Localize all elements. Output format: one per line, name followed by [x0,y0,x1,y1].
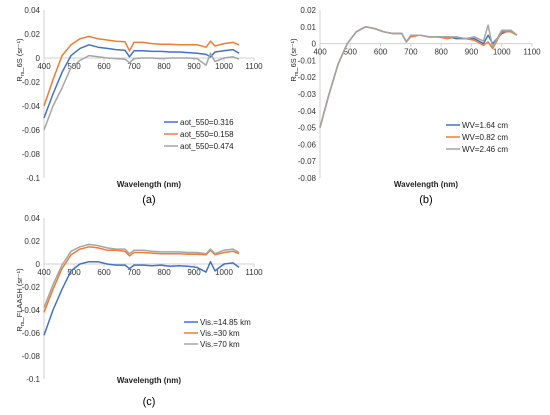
y-tick-label: -0.1 [26,174,40,183]
y-tick-label: 0.02 [24,30,40,39]
x-tick-label: 500 [67,62,81,71]
panel-caption: (a) [142,194,155,206]
x-tick-label: 800 [157,62,171,71]
legend-label: Vis.=70 km [200,340,240,349]
y-axis-label: Rrs_6S (sr⁻¹) [289,38,300,82]
x-tick-label: 800 [157,268,171,277]
y-tick-label: -0.06 [298,140,317,149]
legend-label: Vis.=14.85 km [200,318,251,327]
legend-label: aot_550=0.316 [180,118,234,127]
legend-label: WV=0.82 cm [462,133,508,142]
x-tick-label: 500 [344,48,358,57]
y-label-rest: _FLAASH (sr⁻¹) [15,268,24,323]
y-label-main: R [15,326,24,332]
panel-caption: (b) [419,194,432,206]
y-tick-label: -0.05 [298,124,317,133]
x-tick-label: 600 [374,48,388,57]
x-tick-label: 600 [97,268,111,277]
x-tick-label: 500 [67,268,81,277]
y-label-main: R [15,76,24,82]
y-tick-label: 0 [36,260,41,269]
y-tick-label: 0.02 [24,237,40,246]
x-tick-label: 700 [127,268,141,277]
legend-label: aot_550=0.474 [180,142,234,151]
y-tick-label: -0.06 [22,329,41,338]
x-axis-label: Wavelength (nm) [117,180,181,189]
y-tick-label: -0.08 [298,174,317,183]
series-line-2 [43,246,240,313]
y-label-rest: _6S (sr⁻¹) [289,38,298,73]
y-axis-label: Rrs_6S (sr⁻¹) [15,38,26,82]
y-tick-label: -0.06 [22,126,41,135]
y-tick-label: -0.04 [298,107,317,116]
panel-caption: (c) [143,396,156,408]
series-line-3 [43,243,240,308]
x-tick-label: 400 [313,48,327,57]
series-line-1 [43,44,240,119]
y-axis-label: Rrs_FLAASH (sr⁻¹) [15,268,26,332]
x-tick-label: 800 [434,48,448,57]
legend-label: aot_550=0.158 [180,130,234,139]
y-label-sub: rs [20,71,26,76]
x-tick-label: 400 [37,268,51,277]
x-axis-label: Wavelength (nm) [394,180,458,189]
y-tick-label: 0 [312,40,317,49]
series-line-1 [43,260,240,336]
y-tick-label: -0.04 [22,102,41,111]
panel-c: 0.04 0.02 0 -0.02 -0.04 -0.06 -0.08 -0.1 400 500 6… [15,214,263,408]
y-tick-label: -0.08 [22,150,41,159]
x-tick-label: 900 [465,48,479,57]
x-tick-label: 900 [187,62,201,71]
x-tick-label: 1100 [523,48,541,57]
y-label-main: R [289,76,298,82]
series-line-2 [43,35,240,107]
panel-b: 0.02 0.01 0 -0.01 -0.02 -0.03 -0.04 -0.05 -0.06 -… [289,6,541,206]
x-tick-label: 1000 [493,48,511,57]
y-tick-label: -0.07 [298,157,317,166]
y-tick-label: -0.01 [298,56,317,65]
y-tick-label: -0.02 [298,73,317,82]
y-tick-label: -0.04 [22,306,41,315]
x-tick-label: 700 [404,48,418,57]
y-tick-label: -0.1 [26,375,40,384]
x-tick-label: 600 [97,62,111,71]
x-tick-label: 400 [37,62,51,71]
y-label-rest: _6S (sr⁻¹) [15,38,24,73]
y-tick-label: 0 [36,54,41,63]
x-axis-label: Wavelength (nm) [117,376,181,385]
y-tick-label: -0.08 [22,352,41,361]
series-line-3 [319,24,518,128]
y-tick-label: 0.04 [24,6,40,15]
y-tick-label: -0.02 [22,283,41,292]
x-tick-label: 900 [187,268,201,277]
y-label-sub: rs [20,321,26,326]
y-tick-label: 0.01 [300,23,316,32]
series-line-2 [319,26,518,128]
x-tick-label: 1100 [245,62,263,71]
y-tick-label: -0.02 [22,78,41,87]
legend-label: Vis.=30 km [200,329,240,338]
x-tick-label: 1100 [245,268,263,277]
x-tick-label: 1000 [215,62,233,71]
y-tick-label: 0.04 [24,214,40,223]
y-tick-label: -0.03 [298,90,317,99]
y-tick-label: 0.02 [300,6,316,15]
legend-label: WV=1.64 cm [462,121,508,130]
y-label-sub: rs [294,71,300,76]
x-tick-label: 700 [127,62,141,71]
legend-label: WV=2.46 cm [462,145,508,154]
series-line-3 [43,52,240,131]
x-tick-label: 1000 [215,268,233,277]
panel-a: 0.04 0.02 0 -0.02 -0.04 -0.06 -0.08 -0.1 400 500 6… [15,6,263,206]
